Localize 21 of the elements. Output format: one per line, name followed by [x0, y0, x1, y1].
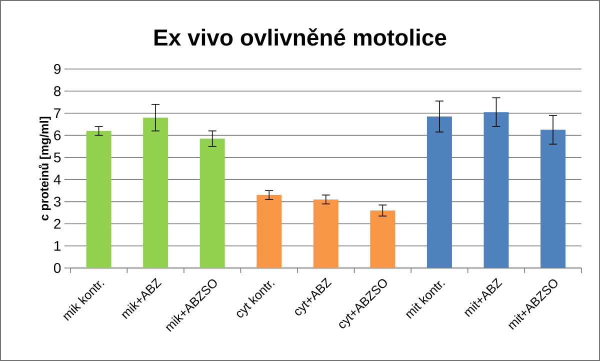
bar	[313, 199, 338, 268]
y-tick-label: 6	[54, 130, 61, 140]
bar	[256, 195, 282, 268]
bar	[426, 116, 452, 268]
bar	[86, 130, 112, 268]
y-tick-label: 3	[54, 196, 61, 207]
y-axis-title: c proteinů [mg/ml]	[38, 116, 51, 220]
bar	[143, 118, 168, 268]
chart-title: Ex vivo ovlivněné motolice	[154, 28, 446, 46]
bar	[484, 112, 509, 268]
y-tick-label: 9	[54, 64, 61, 74]
y-tick-label: 7	[54, 108, 60, 118]
y-tick-label: 8	[54, 86, 61, 96]
y-tick-label: 5	[54, 152, 61, 162]
y-tick-label: 0	[54, 263, 61, 273]
y-tick-label: 1	[54, 241, 61, 251]
bar	[540, 130, 566, 268]
y-tick-label: 2	[54, 218, 60, 229]
y-tick-label: 4	[54, 174, 61, 184]
bar	[370, 210, 396, 268]
bar	[200, 138, 225, 268]
